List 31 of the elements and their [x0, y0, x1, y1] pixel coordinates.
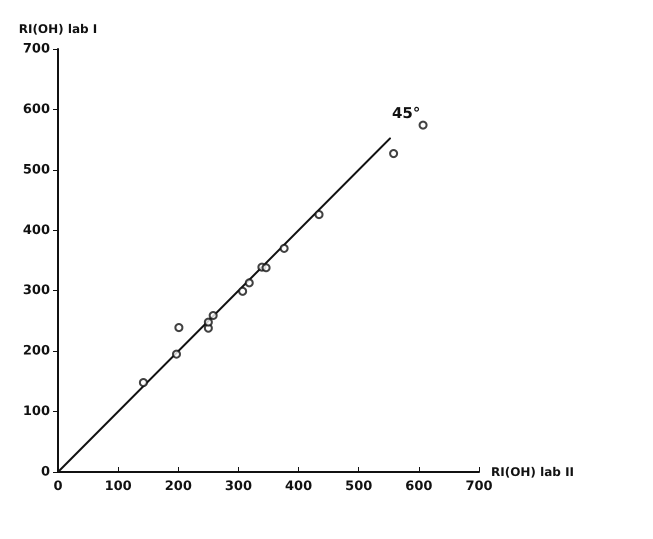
- point: [172, 350, 181, 359]
- y-tick-label: 500: [22, 162, 50, 178]
- point: [418, 120, 428, 130]
- y-tick-label: 400: [22, 222, 50, 238]
- y-axis-title: RI(OH) lab I: [18, 22, 98, 36]
- point: [204, 318, 213, 327]
- point: [138, 378, 148, 388]
- point: [238, 286, 248, 296]
- x-tick-label: 300: [224, 479, 252, 494]
- point: [389, 149, 398, 158]
- point: [314, 210, 324, 220]
- x-tick-label: 400: [285, 479, 312, 494]
- point: [208, 310, 218, 320]
- x-tick-label: 100: [104, 479, 132, 494]
- x-tick-label: 200: [164, 479, 192, 494]
- x-tick-label: 700: [465, 479, 493, 494]
- point: [244, 278, 254, 288]
- x-tick-label: 500: [345, 479, 372, 494]
- y-tick-label: 100: [22, 404, 50, 420]
- x-tick-label: 0: [53, 479, 63, 494]
- y-tick-label: 300: [22, 283, 50, 298]
- point: [262, 263, 271, 272]
- point: [280, 244, 289, 253]
- x-axis-title: RI(OH) lab II: [491, 465, 574, 479]
- y-tick-label: 700: [22, 42, 50, 56]
- y-tick-label: 200: [22, 344, 50, 359]
- point: [174, 323, 184, 332]
- annotation: 45°: [392, 104, 420, 122]
- y-tick-label: 0: [40, 464, 50, 480]
- x-tick-label: 600: [405, 479, 432, 494]
- y-tick-label: 600: [22, 102, 50, 117]
